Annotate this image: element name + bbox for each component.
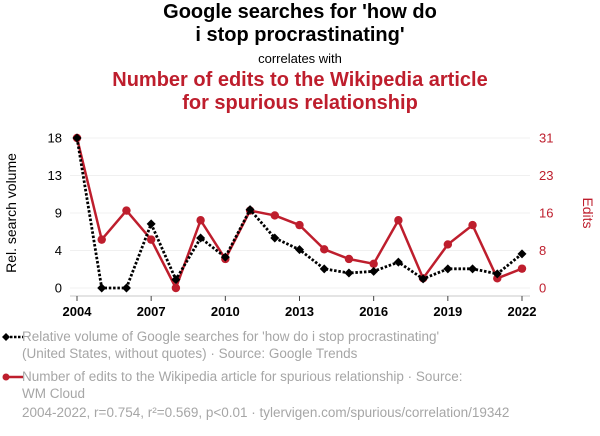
y-left-tick-label: 4 [55,243,62,258]
data-point-wikipedia-edits [97,235,106,244]
circle-solid-line-icon [2,373,23,381]
y-left-tick-label: 0 [55,281,62,296]
chart-subtitle-line-1: Number of edits to the Wikipedia article [112,69,488,91]
data-point-wikipedia-edits [369,259,378,269]
data-point-wikipedia-edits [320,245,329,254]
series-layer [72,133,527,293]
legend-label-line-1: Relative volume of Google searches for '… [22,329,440,344]
data-point-wikipedia-edits [443,240,453,249]
chart-title-line-1: Google searches for 'how do [163,1,437,23]
data-point-google-searches [393,257,403,267]
data-point-google-searches [295,245,304,255]
y-left-tick-label: 13 [48,168,62,183]
data-point-wikipedia-edits [295,220,304,230]
data-point-wikipedia-edits [517,264,527,273]
data-point-google-searches [121,283,131,293]
legend-label-line-2: (United States, without quotes) · Source… [22,346,358,361]
data-point-wikipedia-edits [196,216,205,225]
y-left-tick-label: 18 [48,131,62,146]
y-right-tick-label: 16 [539,206,553,221]
data-point-google-searches [418,274,428,284]
chart-subtitle-line-2: for spurious relationship [182,92,418,114]
data-point-google-searches [369,266,379,276]
data-point-google-searches [245,205,255,215]
axes: 0 4 9 13 18 0 8 16 23 31 2004 2007 2010 2013 2016 2019 2… [3,131,596,320]
y-right-axis-title: Edits [580,197,596,228]
data-point-wikipedia-edits [146,235,156,244]
data-point-wikipedia-edits [171,283,181,293]
footer-stats: 2004-2022, r=0.754, r²=0.569, p<0.01 · t… [22,405,510,420]
x-tick-label: 2022 [508,304,537,319]
data-point-google-searches [517,249,527,259]
data-point-google-searches [171,275,181,285]
data-point-google-searches [344,268,354,278]
data-point-google-searches [220,252,230,262]
data-point-wikipedia-edits [344,254,354,264]
data-point-google-searches [270,233,280,243]
y-right-tick-label: 31 [539,131,553,146]
data-point-wikipedia-edits [122,206,131,215]
x-tick-label: 2010 [211,304,240,319]
legend-label-line-1: Number of edits to the Wikipedia article… [22,369,463,384]
diamond-dotted-line-icon [2,333,23,341]
y-right-tick-label: 8 [539,243,546,258]
gridlines [70,137,530,289]
legend-item-wikipedia-edits: Number of edits to the Wikipedia article… [2,368,582,402]
x-tick-label: 2007 [137,304,166,319]
data-point-wikipedia-edits [270,211,279,220]
chart-title: Google searches for 'how do i stop procr… [0,1,600,47]
x-tick-label: 2019 [433,304,462,319]
data-point-google-searches [443,264,453,274]
chart-subtitle: Number of edits to the Wikipedia article… [0,69,600,115]
x-tick-label: 2004 [63,304,93,319]
data-point-google-searches [468,264,478,274]
y-left-tick-label: 9 [55,206,62,221]
y-left-axis-title: Rel. search volume [3,153,19,273]
y-right-tick-label: 0 [539,281,546,296]
data-point-wikipedia-edits [468,220,477,230]
legend-item-google-searches: Relative volume of Google searches for '… [2,328,582,362]
x-tick-label: 2013 [285,304,314,319]
data-point-google-searches [319,264,329,274]
data-point-google-searches [196,233,206,243]
y-right-tick-label: 23 [539,168,553,183]
data-point-wikipedia-edits [394,216,403,225]
x-tick-label: 2016 [359,304,388,319]
data-point-google-searches [492,269,502,279]
data-point-google-searches [97,283,107,293]
data-point-google-searches [146,219,156,229]
data-point-google-searches [72,133,82,143]
connector-text: correlates with [258,51,342,66]
chart-title-line-2: i stop procrastinating' [195,24,405,46]
legend-label-line-2: WM Cloud [22,386,86,401]
